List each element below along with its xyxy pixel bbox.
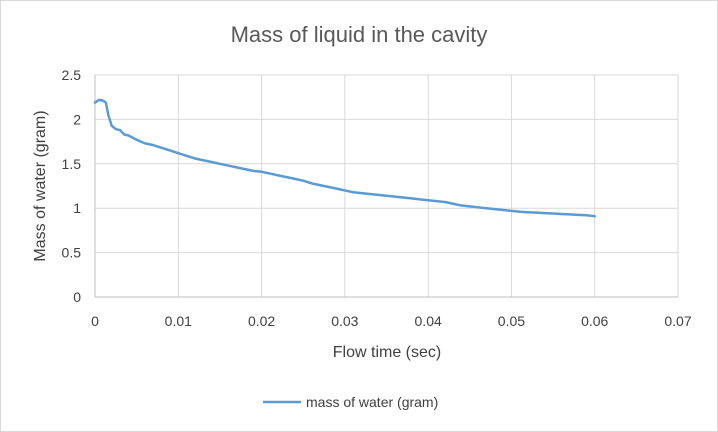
x-tick-label: 0.06 [581, 313, 608, 329]
chart-title: Mass of liquid in the cavity [231, 22, 488, 47]
x-tick-label: 0.07 [664, 313, 691, 329]
series-layer [93, 98, 596, 218]
x-tick-label: 0.05 [498, 313, 525, 329]
y-tick-label: 2 [73, 111, 81, 127]
x-tick-label: 0.03 [331, 313, 358, 329]
x-tick-label: 0.04 [415, 313, 442, 329]
x-tick-label: 0.01 [165, 313, 192, 329]
series-line [93, 98, 596, 218]
gridlines [95, 74, 679, 297]
y-axis-label: Mass of water (gram) [32, 110, 49, 261]
axes [94, 75, 678, 298]
y-tick-label: 1.5 [62, 156, 82, 172]
y-tick-label: 2.5 [62, 67, 82, 83]
y-axis-ticks: 0 0.5 1 1.5 2 2.5 [62, 67, 82, 305]
legend: mass of water (gram) [263, 394, 438, 410]
x-tick-label: 0.02 [248, 313, 275, 329]
x-tick-label: 0 [91, 313, 99, 329]
x-axis-label: Flow time (sec) [333, 344, 441, 361]
y-tick-label: 0 [73, 289, 81, 305]
y-tick-label: 0.5 [62, 245, 82, 261]
legend-series-label: mass of water (gram) [306, 394, 438, 410]
y-tick-label: 1 [73, 200, 81, 216]
x-axis-ticks: 0 0.01 0.02 0.03 0.04 0.05 0.06 0.07 [91, 313, 692, 329]
